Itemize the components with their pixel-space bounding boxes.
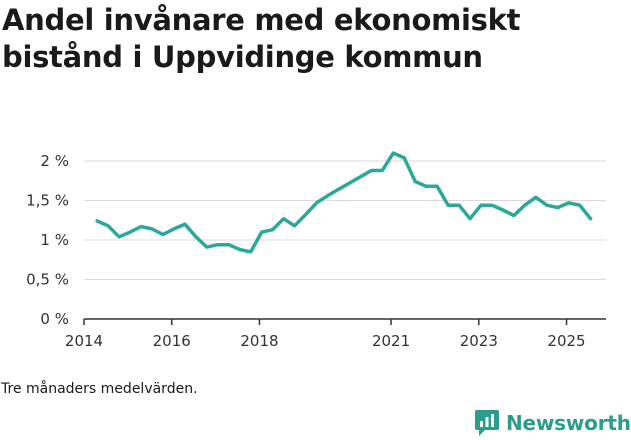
y-tick-label: 2 %	[40, 152, 69, 170]
gridlines	[84, 160, 606, 280]
brand-name: Newsworthy	[506, 411, 631, 435]
series-line	[95, 151, 593, 254]
x-tick-label: 2016	[153, 332, 191, 350]
y-tick-label: 1,5 %	[26, 192, 69, 210]
y-tick-label: 0,5 %	[26, 271, 69, 289]
x-tick-label: 2025	[547, 332, 585, 350]
series-lines	[95, 151, 593, 254]
x-tick-label: 2021	[372, 332, 410, 350]
x-tick-label: 2018	[240, 332, 278, 350]
brand-logo[interactable]: Newsworthy	[475, 406, 631, 440]
footnote: Tre månaders medelvärden.	[1, 381, 198, 397]
bar-chart-logo-icon	[475, 410, 499, 436]
line-chart: 0 % 0,5 % 1 % 1,5 % 2 % 2014 2016 2018 2021 2023…	[26, 151, 606, 350]
chart-title: Andel invånare med ekonomiskt bistånd i …	[2, 3, 521, 74]
y-tick-label: 0 %	[40, 310, 69, 328]
x-tick-label: 2023	[460, 332, 498, 350]
y-axis-tick-labels: 0 % 0,5 % 1 % 1,5 % 2 %	[26, 152, 69, 328]
x-tick-label: 2014	[65, 332, 103, 350]
x-axis: 2014 2016 2018 2021 2023 2025	[65, 318, 606, 350]
y-tick-label: 1 %	[40, 231, 69, 249]
